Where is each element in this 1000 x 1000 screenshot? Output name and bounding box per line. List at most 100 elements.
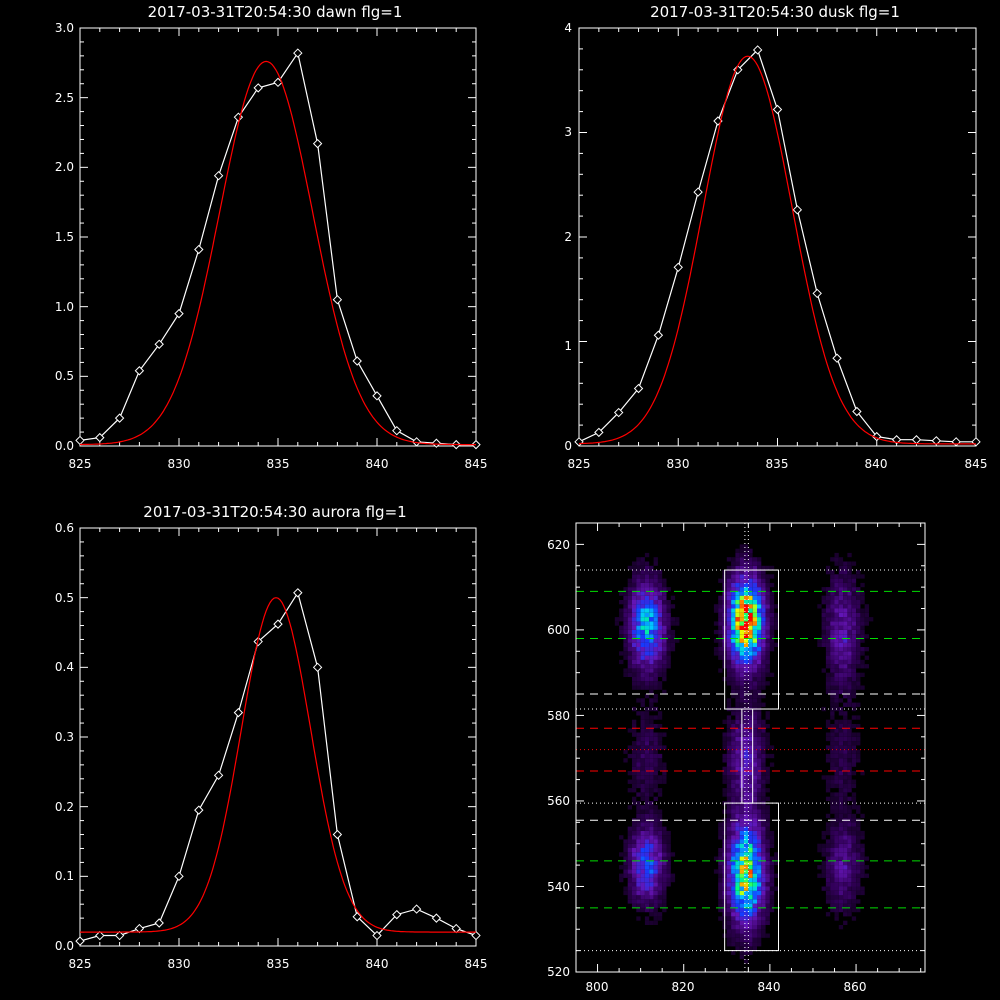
heatmap-cell <box>644 766 650 771</box>
heatmap-cell <box>830 839 835 844</box>
heatmap-cell <box>838 681 844 686</box>
heatmap-cell <box>765 651 770 656</box>
heatmap-cell <box>653 595 658 600</box>
heatmap-cell <box>843 651 848 656</box>
heatmap-cell <box>623 758 628 763</box>
heatmap-cell <box>748 621 753 626</box>
heatmap-cell <box>830 651 835 656</box>
heatmap-cell <box>761 779 766 784</box>
heatmap-cell <box>748 835 753 840</box>
heatmap-cell <box>731 604 736 609</box>
heatmap-cell <box>761 753 766 759</box>
heatmap-cell <box>856 672 861 677</box>
heatmap-cell <box>653 582 658 588</box>
heatmap-cell <box>744 548 749 553</box>
heatmap-cell <box>739 612 744 618</box>
heatmap-cell <box>830 865 835 870</box>
data-point-diamond <box>832 353 842 363</box>
data-point-diamond <box>633 383 644 394</box>
heatmap-cell <box>726 925 732 930</box>
heatmap-cell <box>722 736 727 742</box>
heatmap-cell <box>644 920 650 925</box>
heatmap-cell <box>627 745 632 750</box>
heatmap-cell <box>653 706 658 712</box>
heatmap-cell <box>632 574 637 579</box>
heatmap-cell <box>847 771 852 776</box>
heatmap-cell <box>662 856 667 861</box>
heatmap-cell <box>731 929 736 934</box>
heatmap-cell <box>735 903 740 908</box>
heatmap-cell <box>851 903 857 908</box>
heatmap-cell <box>636 856 641 861</box>
heatmap-cell <box>765 877 770 883</box>
heatmap-cell <box>653 647 658 652</box>
heatmap-cell <box>640 664 645 669</box>
heatmap-cell <box>653 638 658 643</box>
heatmap-cell <box>757 642 762 647</box>
heatmap-cell <box>856 659 861 665</box>
heatmap-cell <box>856 664 861 669</box>
heatmap-cell <box>744 711 749 716</box>
heatmap-cell <box>640 848 645 853</box>
heatmap-cell <box>860 835 865 840</box>
heatmap-cell <box>860 848 865 853</box>
heatmap-cell <box>847 587 852 592</box>
heatmap-cell <box>632 724 637 729</box>
heatmap-cell <box>748 676 753 682</box>
heatmap-cell <box>627 655 632 660</box>
heatmap-cell <box>851 848 857 853</box>
heatmap-cell <box>657 574 663 579</box>
heatmap-cell <box>636 899 641 904</box>
heatmap-cell <box>851 736 857 742</box>
heatmap-cell <box>640 681 645 686</box>
heatmap-cell <box>726 698 732 703</box>
heatmap-cell <box>834 698 839 703</box>
heatmap-cell <box>657 826 663 831</box>
data-point-diamond <box>613 407 624 418</box>
heatmap-cell <box>666 839 671 844</box>
heatmap-cell <box>649 655 654 660</box>
heatmap-cell <box>718 865 723 870</box>
heatmap-cell <box>657 912 663 917</box>
heatmap-cell <box>851 916 857 921</box>
heatmap-cell <box>662 629 667 635</box>
heatmap-cell <box>731 749 736 754</box>
heatmap-cell <box>640 732 645 737</box>
heatmap-cell <box>640 676 645 682</box>
heatmap-cell <box>649 736 654 742</box>
heatmap-cell <box>761 719 766 724</box>
heatmap-cell <box>670 604 676 609</box>
heatmap-cell <box>769 907 775 913</box>
heatmap-cell <box>726 899 732 904</box>
heatmap-cell <box>856 655 861 660</box>
heatmap-cell <box>644 788 650 793</box>
heatmap-cell <box>744 929 749 934</box>
heatmap-cell <box>765 839 770 844</box>
heatmap-cell <box>735 933 740 938</box>
heatmap-cell <box>838 877 844 883</box>
heatmap-cell <box>739 886 744 891</box>
heatmap-cell <box>731 766 736 771</box>
heatmap-cell <box>653 685 658 690</box>
heatmap-cell <box>825 877 831 883</box>
heatmap-cell <box>765 775 770 780</box>
x-tick-label: 840 <box>865 457 888 471</box>
heatmap-cell <box>731 745 736 750</box>
heatmap-cell <box>739 617 744 622</box>
heatmap-cell <box>748 877 753 883</box>
heatmap-cell <box>662 762 667 767</box>
heatmap-cell <box>627 625 632 630</box>
heatmap-cell <box>761 655 766 660</box>
heatmap-cell <box>856 826 861 831</box>
heatmap-cell <box>830 886 835 891</box>
heatmap-cell <box>726 676 732 682</box>
heatmap-cell <box>653 681 658 686</box>
heatmap-cell <box>748 702 753 707</box>
heatmap-cell <box>627 865 632 870</box>
heatmap-cell <box>662 672 667 677</box>
heatmap-cell <box>757 835 762 840</box>
heatmap-cell <box>744 860 749 866</box>
heatmap-cell <box>636 758 641 763</box>
heatmap-cell <box>619 651 624 656</box>
heatmap-cell <box>752 779 757 784</box>
